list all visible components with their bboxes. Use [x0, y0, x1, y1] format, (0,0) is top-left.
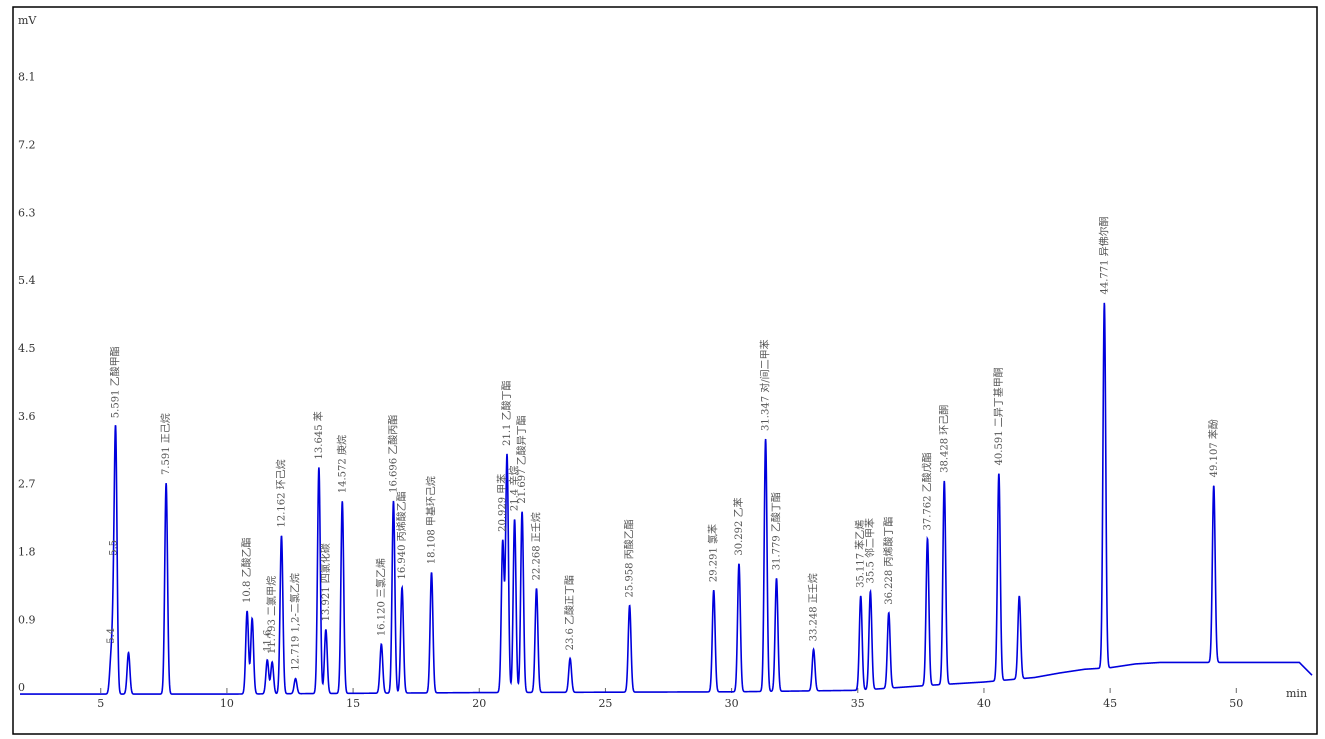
y-tick-label: 6.3 [18, 206, 36, 219]
peak-label: 11.793 二氯甲烷 [265, 576, 278, 654]
peak-label: 18.108 甲基环己烷 [425, 476, 438, 564]
x-tick-label: 50 [1229, 697, 1243, 710]
peak-label: 37.762 乙酸戊酯 [920, 452, 933, 530]
peak-label: 31.779 乙酸丁酯 [770, 492, 783, 570]
peak-label: 13.921 四氯化碳 [319, 543, 332, 621]
chromatogram-trace [20, 302, 1313, 695]
peak-label: 40.591 二异丁基甲酮 [992, 367, 1005, 465]
peak-label: 38.428 环己酮 [938, 405, 950, 473]
peak-label: 16.120 三氯乙烯 [374, 558, 387, 636]
y-tick-label: 5.4 [18, 274, 36, 287]
peak-label: 14.572 庚烷 [335, 435, 348, 493]
peak-label: 22.268 正壬烷 [529, 512, 542, 580]
peak-label: 5.591 乙酸甲酯 [109, 346, 122, 418]
peak-label: 12.719 1,2-二氯乙烷 [289, 573, 302, 670]
peak-label: 21.697 乙酸异丁酯 [515, 415, 528, 503]
y-axis-unit: mV [18, 14, 37, 27]
plot-frame [12, 6, 1318, 735]
x-tick-label: 30 [725, 697, 739, 710]
peak-label: 10.8 乙酸乙酯 [240, 538, 253, 603]
trace-group [20, 302, 1313, 695]
y-tick-label: 4.5 [18, 342, 36, 355]
peak-label: 13.645 苯 [312, 411, 325, 459]
x-tick-label: 35 [851, 697, 865, 710]
x-tick-label: 15 [346, 697, 360, 710]
peak-label: 36.228 丙烯酸丁酯 [882, 517, 895, 605]
x-axis: min 5 10 15 20 25 30 35 40 45 50 [97, 687, 1307, 710]
x-tick-label: 20 [472, 697, 486, 710]
x-tick-label: 40 [977, 697, 991, 710]
peak-label: 20.929 甲苯 [496, 474, 509, 532]
peak-label: 12.162 环己烷 [274, 459, 287, 527]
x-tick-label: 10 [220, 697, 234, 710]
peak-label: 23.6 乙酸正丁酯 [563, 575, 576, 650]
y-tick-label: 2.7 [18, 478, 36, 491]
y-axis: mV 0 0.9 1.8 2.7 3.6 4.5 5.4 6.3 7.2 8.1 [18, 14, 37, 694]
peak-label: 44.771 异佛尔酮 [1097, 216, 1110, 294]
peak-label: 11.6 [262, 630, 273, 652]
peak-label: 16.696 乙酸丙酯 [386, 415, 399, 493]
peak-label-group: 5.4 5.5 5.591 乙酸甲酯 7.591 正己烷 10.8 乙酸乙酯 11.611… [106, 216, 1220, 670]
y-tick-label: 3.6 [18, 410, 36, 423]
peak-label: 30.292 乙苯 [732, 497, 745, 555]
x-tick-label: 5 [97, 697, 104, 710]
peak-label: 25.958 丙酸乙酯 [623, 519, 636, 597]
peak-label: 7.591 正己烷 [159, 413, 172, 475]
peak-label: 16.940 丙烯酸乙酯 [395, 491, 408, 579]
peak-label: 49.107 苯酚 [1207, 419, 1220, 477]
y-tick-label: 0.9 [18, 613, 36, 626]
peak-label: 21.1 乙酸丁酯 [500, 380, 513, 445]
peak-label: 35.5 邻二甲苯 [863, 518, 876, 583]
peak-label: 33.248 正壬烷 [807, 573, 820, 641]
x-tick-label: 45 [1103, 697, 1117, 710]
peak-label: 21.4 辛烷 [508, 466, 521, 511]
x-axis-unit: min [1286, 687, 1307, 700]
peak-label: 35.117 苯乙烯 [854, 520, 867, 588]
peak-label: 5.5 [108, 540, 119, 556]
y-tick-label: 7.2 [18, 138, 36, 151]
peak-label: 31.347 对/间二甲苯 [759, 339, 772, 431]
peak-label: 29.291 氯苯 [707, 524, 720, 582]
y-tick-label: 1.8 [18, 545, 36, 558]
peak-label: 5.4 [106, 628, 117, 644]
x-tick-label: 25 [598, 697, 612, 710]
y-tick-label: 0 [18, 681, 25, 694]
y-tick-label: 8.1 [18, 71, 36, 84]
